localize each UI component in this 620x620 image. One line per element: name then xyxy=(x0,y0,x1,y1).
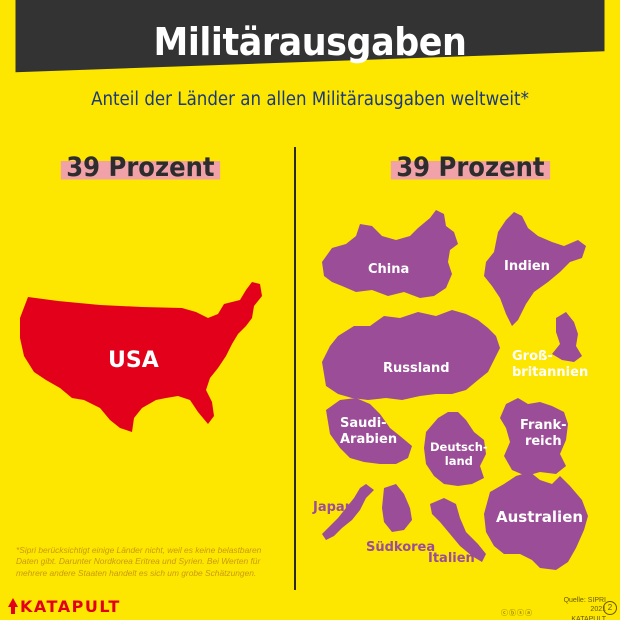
germany-label-line2: land xyxy=(444,453,473,468)
germany-shape xyxy=(424,412,486,486)
italy-label: Italien xyxy=(428,551,475,566)
uk-label-line2: britannien xyxy=(512,364,589,380)
saudi-label-line1: Saudi- xyxy=(340,416,387,431)
saudi-label: Saudi- Arabien xyxy=(340,416,397,447)
license-icons: ⓒⓑⓢⓐ xyxy=(501,610,533,617)
katapult-logo: KATAPULT xyxy=(20,597,121,616)
usa-shape xyxy=(20,282,262,432)
japan-label: Japan xyxy=(313,500,354,515)
usa-percent-label: 39 Prozent xyxy=(60,150,220,186)
france-label-line2: reich xyxy=(524,433,562,449)
south-korea-shape xyxy=(382,484,412,532)
russia-label: Russland xyxy=(383,361,450,376)
india-shape xyxy=(484,212,586,326)
india-label: Indien xyxy=(504,259,550,274)
china-shape xyxy=(322,210,458,298)
copyright-line: 2021 KATAPULT xyxy=(571,606,606,620)
russia-shape xyxy=(322,310,500,400)
group-percent-label: 39 Prozent xyxy=(390,150,550,186)
australia-shape xyxy=(484,472,588,570)
page-title: Militärausgaben xyxy=(153,20,467,64)
germany-label-line1: Deutsch- xyxy=(430,440,488,454)
china-label: China xyxy=(368,262,410,277)
page-number: 2 xyxy=(603,601,617,615)
footnote: *Sipri berücksichtigt einige Länder nich… xyxy=(16,545,262,578)
germany-label: Deutsch- land xyxy=(430,440,488,469)
italy-shape xyxy=(430,498,486,562)
source-line: Quelle: SIPRI xyxy=(563,597,606,604)
france-label-line1: Frank- xyxy=(520,418,567,433)
saudi-shape xyxy=(326,398,412,464)
japan-shape xyxy=(322,484,374,540)
australia-label: Australien xyxy=(496,508,584,526)
uk-label: Groß- britannien xyxy=(512,349,588,380)
saudi-label-line2: Arabien xyxy=(340,431,398,447)
katapult-logo-icon xyxy=(8,598,18,614)
header-band xyxy=(15,0,605,73)
source-credit: Quelle: SIPRI 2021 KATAPULT xyxy=(556,596,606,620)
uk-shape xyxy=(552,312,582,362)
france-label: Frank- reich xyxy=(520,418,567,449)
south-korea-label: Südkorea xyxy=(366,540,436,555)
usa-label: USA xyxy=(108,348,159,373)
france-shape xyxy=(500,398,568,476)
uk-label-line1: Groß- xyxy=(512,349,553,364)
page-subtitle: Anteil der Länder an allen Militärausgab… xyxy=(91,89,529,110)
